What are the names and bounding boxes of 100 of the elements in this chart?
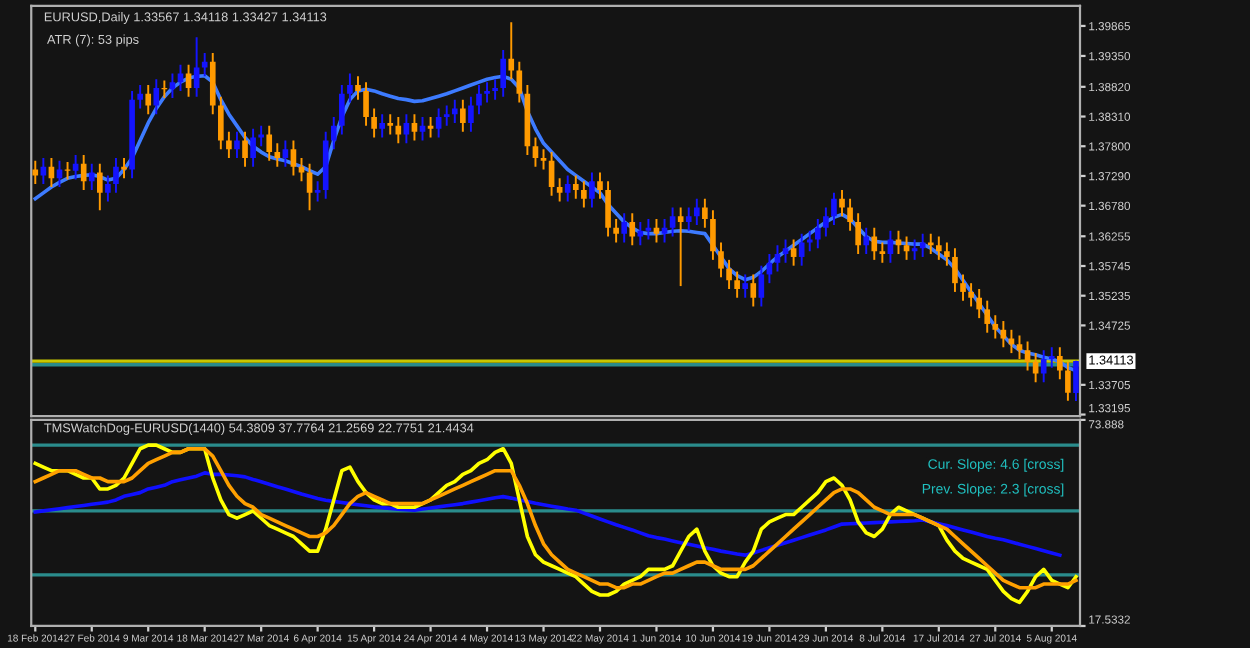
candlestick — [218, 95, 224, 151]
candlestick — [960, 273, 966, 302]
candlestick — [677, 206, 684, 288]
candlestick — [1065, 360, 1071, 402]
candlestick — [177, 63, 184, 92]
candlestick — [936, 235, 942, 261]
candlestick — [484, 81, 490, 104]
candlestick — [387, 113, 394, 136]
candlestick — [500, 49, 507, 98]
candlestick — [613, 218, 619, 244]
candlestick — [742, 273, 749, 299]
candlestick — [443, 104, 450, 127]
candlestick — [564, 174, 571, 203]
candlestick — [411, 113, 418, 142]
candlestick — [645, 218, 652, 241]
candlestick — [492, 78, 498, 101]
candlestick — [556, 177, 563, 203]
candlestick — [944, 241, 950, 267]
candlestick — [1057, 346, 1063, 381]
candlestick — [145, 84, 152, 116]
candlestick — [734, 270, 740, 299]
candlestick — [637, 221, 644, 247]
candlestick — [1000, 320, 1007, 349]
candlestick — [339, 84, 345, 136]
candlestick — [871, 226, 878, 261]
candlestick — [1048, 346, 1055, 369]
candlestick — [605, 180, 611, 238]
candlestick — [798, 232, 805, 267]
candlestick — [540, 148, 547, 171]
candlestick — [726, 258, 732, 290]
candlestick — [460, 98, 466, 133]
candlestick — [250, 127, 256, 168]
candlestick — [790, 238, 797, 267]
candlestick — [516, 60, 523, 104]
candlestick — [395, 116, 402, 145]
candlestick — [258, 124, 264, 148]
candlestick — [105, 174, 111, 203]
candlestick — [895, 229, 902, 256]
candlestick — [468, 95, 474, 133]
candlestick — [806, 229, 813, 253]
candlestick — [589, 171, 595, 209]
candlestick — [710, 209, 716, 261]
candlestick — [952, 247, 958, 293]
candlestick — [185, 63, 192, 98]
candlestick — [355, 75, 361, 101]
candlestick — [661, 218, 668, 244]
candlestick — [97, 162, 103, 212]
candlestick — [847, 197, 853, 232]
candlestick — [363, 81, 369, 127]
candlestick — [855, 212, 861, 256]
candlestick — [669, 206, 676, 238]
candlestick — [653, 218, 660, 244]
line-series — [33, 471, 1062, 557]
candlestick — [347, 72, 353, 104]
candlestick — [968, 282, 974, 308]
candlestick — [242, 130, 248, 168]
candlestick — [782, 238, 789, 264]
candlestick — [621, 212, 628, 244]
candlestick — [419, 116, 426, 142]
candlestick — [879, 241, 886, 264]
candlestick — [88, 162, 95, 191]
candlestick — [330, 116, 337, 151]
candlestick — [831, 191, 837, 226]
candlestick — [839, 188, 845, 218]
candlestick — [532, 136, 539, 168]
candlestick — [919, 232, 926, 258]
candlestick — [153, 78, 160, 116]
candlestick — [234, 130, 240, 159]
candlestick — [693, 197, 700, 226]
candlestick — [451, 98, 458, 124]
candlestick — [169, 72, 176, 99]
candlestick — [903, 235, 910, 261]
candlestick — [403, 113, 410, 145]
candlestick — [758, 264, 765, 308]
candlestick — [1016, 334, 1023, 360]
candlestick — [887, 229, 894, 264]
candlestick — [371, 107, 377, 139]
candlestick — [226, 130, 232, 159]
candlestick — [266, 124, 273, 162]
candlestick — [476, 84, 482, 116]
candlestick — [992, 314, 999, 340]
candlestick — [201, 52, 208, 78]
candlestick — [379, 113, 385, 139]
candlestick — [823, 206, 829, 238]
candlestick — [597, 171, 603, 200]
candlestick — [1040, 349, 1047, 384]
candlestick — [274, 142, 281, 168]
candlestick — [306, 162, 313, 212]
candlestick — [581, 180, 587, 209]
candlestick — [1024, 340, 1031, 372]
candlestick — [718, 241, 724, 279]
candlestick — [629, 212, 636, 247]
candlestick — [508, 21, 515, 81]
candlestick — [427, 116, 434, 139]
candlestick — [750, 273, 757, 308]
candlestick — [814, 218, 821, 250]
candlestick — [685, 206, 692, 232]
candlestick — [984, 299, 991, 334]
candlestick — [121, 156, 127, 180]
candlestick — [702, 197, 708, 229]
